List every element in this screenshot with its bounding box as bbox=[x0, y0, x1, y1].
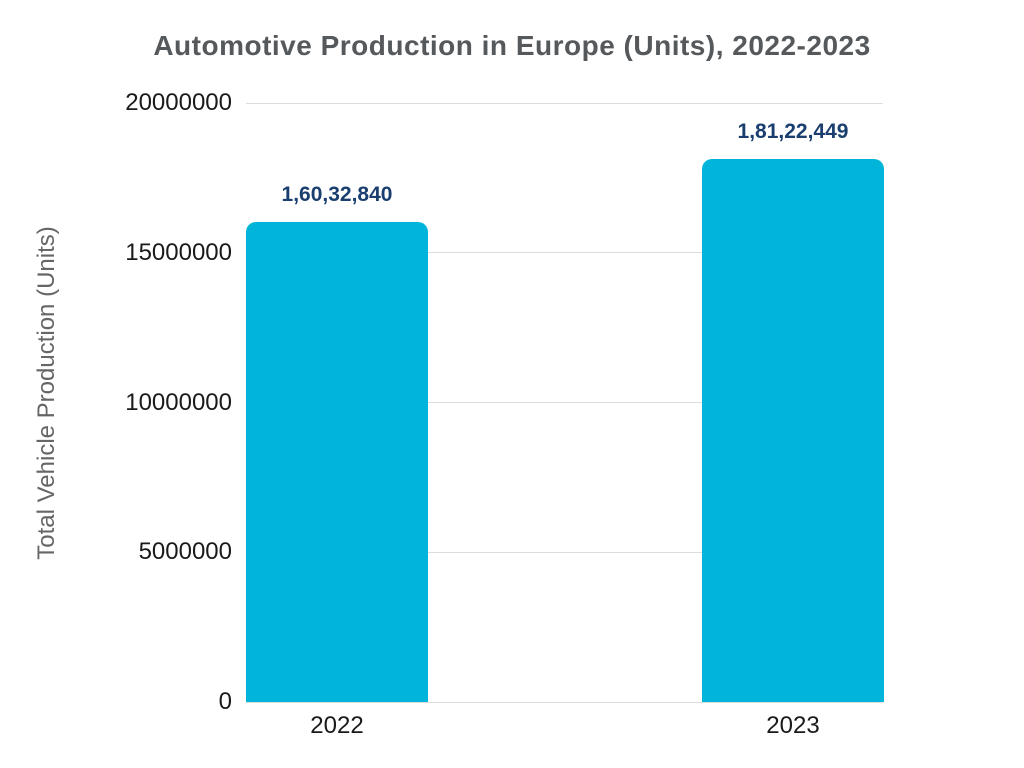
chart-title: Automotive Production in Europe (Units),… bbox=[153, 30, 871, 61]
plot-area: 0 5000000 10000000 15000000 20000000 1,60,32,… bbox=[125, 91, 884, 739]
value-label-2023: 1,81,22,449 bbox=[737, 120, 849, 144]
y-tick-label: 5000000 bbox=[138, 538, 232, 566]
gridline bbox=[246, 102, 883, 104]
y-tick-label: 0 bbox=[218, 688, 232, 715]
y-axis-title: Total Vehicle Production (Units) bbox=[33, 226, 60, 560]
value-label-2022: 1,60,32,840 bbox=[281, 182, 393, 206]
y-tick-label: 10000000 bbox=[125, 388, 232, 416]
y-tick-label: 15000000 bbox=[125, 238, 232, 266]
x-tick-label-2023: 2023 bbox=[766, 712, 820, 739]
gridline bbox=[246, 551, 883, 553]
x-tick-label-2022: 2022 bbox=[310, 712, 364, 739]
gridline bbox=[246, 252, 883, 254]
bar-2022[interactable] bbox=[246, 221, 428, 702]
y-tick-label: 20000000 bbox=[125, 89, 232, 116]
gridline bbox=[246, 701, 883, 703]
bar-2023[interactable] bbox=[702, 159, 884, 702]
gridline bbox=[246, 402, 883, 403]
